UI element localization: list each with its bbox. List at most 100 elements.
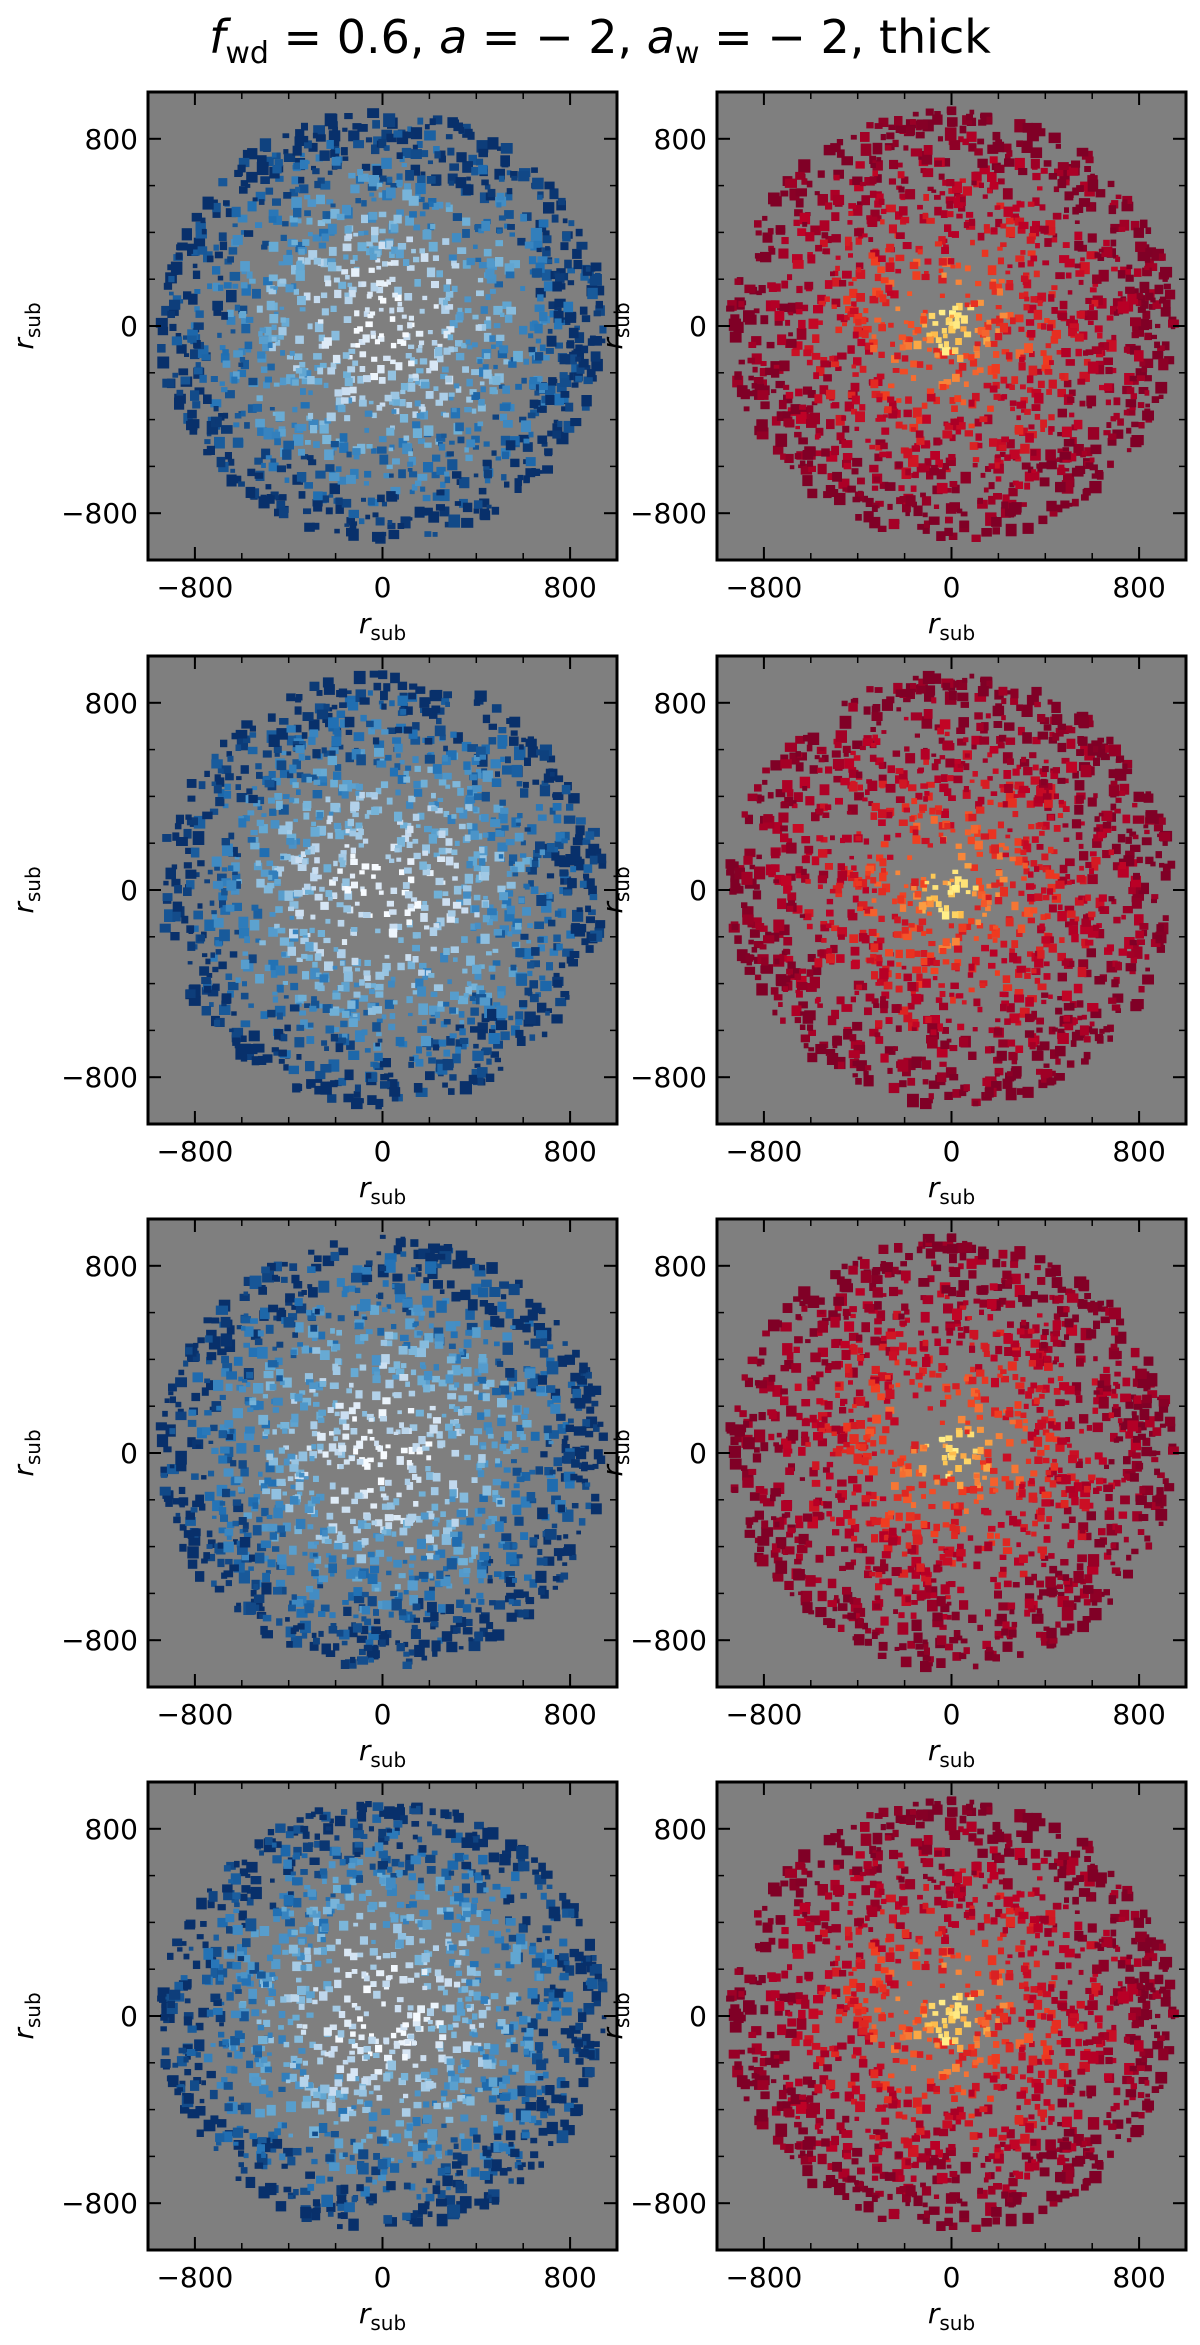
heatmap-cell [949,434,956,442]
heatmap-cell [999,876,1008,883]
heatmap-cell [363,230,369,235]
heatmap-cell [319,362,327,369]
heatmap-cell [575,356,582,362]
heatmap-cell [1047,324,1054,331]
heatmap-cell [992,374,998,379]
heatmap-cell [869,516,881,529]
heatmap-cell [1142,358,1154,368]
heatmap-cell [880,219,885,225]
heatmap-cell [283,440,294,450]
heatmap-cell [775,380,785,389]
heatmap-cell [175,814,184,825]
heatmap-cell [524,241,534,249]
heatmap-cell [276,728,288,740]
heatmap-cell [439,392,448,401]
heatmap-cell [399,399,406,407]
heatmap-cell [1075,204,1084,213]
heatmap-cell [273,745,282,753]
heatmap-cell [417,438,426,444]
heatmap-cell [807,1052,818,1063]
heatmap-cell [997,246,1003,251]
heatmap-cell [1129,375,1137,382]
heatmap-cell [1031,122,1042,132]
heatmap-cell [1001,501,1009,509]
heatmap-cell [470,923,476,930]
heatmap-cell [992,131,1001,141]
heatmap-cell [259,138,272,152]
heatmap-cell [738,301,745,308]
heatmap-cell [1087,361,1099,374]
heatmap-cell [901,424,908,430]
heatmap-cell [969,109,975,115]
heatmap-cell [563,815,576,824]
heatmap-cell [1005,226,1016,238]
heatmap-cell [936,469,946,480]
heatmap-cell [1040,427,1045,432]
heatmap-cell [174,397,185,410]
heatmap-cell [171,864,178,870]
heatmap-cell [552,378,558,384]
heatmap-cell [210,376,218,382]
heatmap-cell [185,989,196,998]
heatmap-cell [549,772,555,777]
heatmap-cell [910,485,917,492]
heatmap-cell [201,228,207,235]
heatmap-cell [475,324,482,331]
heatmap-cell [1050,336,1059,344]
heatmap-cell [771,368,780,378]
heatmap-cell [211,913,218,920]
heatmap-cell [406,801,414,809]
heatmap-cell [807,390,816,398]
heatmap-cell [887,1067,893,1074]
heatmap-cell [1055,143,1061,149]
heatmap-cell [862,233,868,238]
heatmap-cell [1076,310,1085,319]
heatmap-cell [487,137,499,150]
heatmap-cell [956,213,963,219]
heatmap-cell [579,306,588,315]
heatmap-cell [948,795,956,801]
heatmap-cell [583,376,593,385]
heatmap-cell [350,927,358,932]
heatmap-cell [374,250,381,258]
heatmap-cell [389,1013,396,1020]
heatmap-cell [376,405,383,411]
heatmap-cell [593,285,605,296]
heatmap-cell [295,368,303,374]
heatmap-cell [824,280,833,289]
heatmap-cell [411,248,416,254]
heatmap-cell [446,750,457,761]
heatmap-cell [1098,269,1109,282]
heatmap-cell [287,946,296,956]
heatmap-cell [325,796,331,803]
heatmap-cell [212,202,221,213]
heatmap-cell [514,922,522,930]
heatmap-cell [389,858,395,863]
heatmap-cell [330,203,336,208]
heatmap-cell [482,770,494,782]
heatmap-cell [405,170,414,181]
heatmap-cell [1032,220,1040,228]
heatmap-cell [474,973,482,980]
heatmap-cell [585,916,595,924]
heatmap-cell [421,150,429,158]
heatmap-cell [587,338,595,346]
heatmap-cell [832,194,845,206]
heatmap-cell [922,168,934,178]
heatmap-cell [376,1032,382,1037]
heatmap-cell [994,164,1005,173]
heatmap-cell [335,503,344,514]
heatmap-cell [483,353,491,360]
heatmap-cell [1059,300,1068,310]
heatmap-cell [808,465,816,472]
heatmap-cell [1126,448,1132,453]
heatmap-cell [361,863,370,870]
heatmap-cell [191,249,200,256]
heatmap-cell [868,801,874,806]
heatmap-cell [480,306,488,314]
heatmap-cell [1058,464,1065,469]
heatmap-cell [585,905,591,913]
heatmap-cell [445,376,452,383]
heatmap-cell [328,717,339,729]
heatmap-cell [937,136,943,142]
